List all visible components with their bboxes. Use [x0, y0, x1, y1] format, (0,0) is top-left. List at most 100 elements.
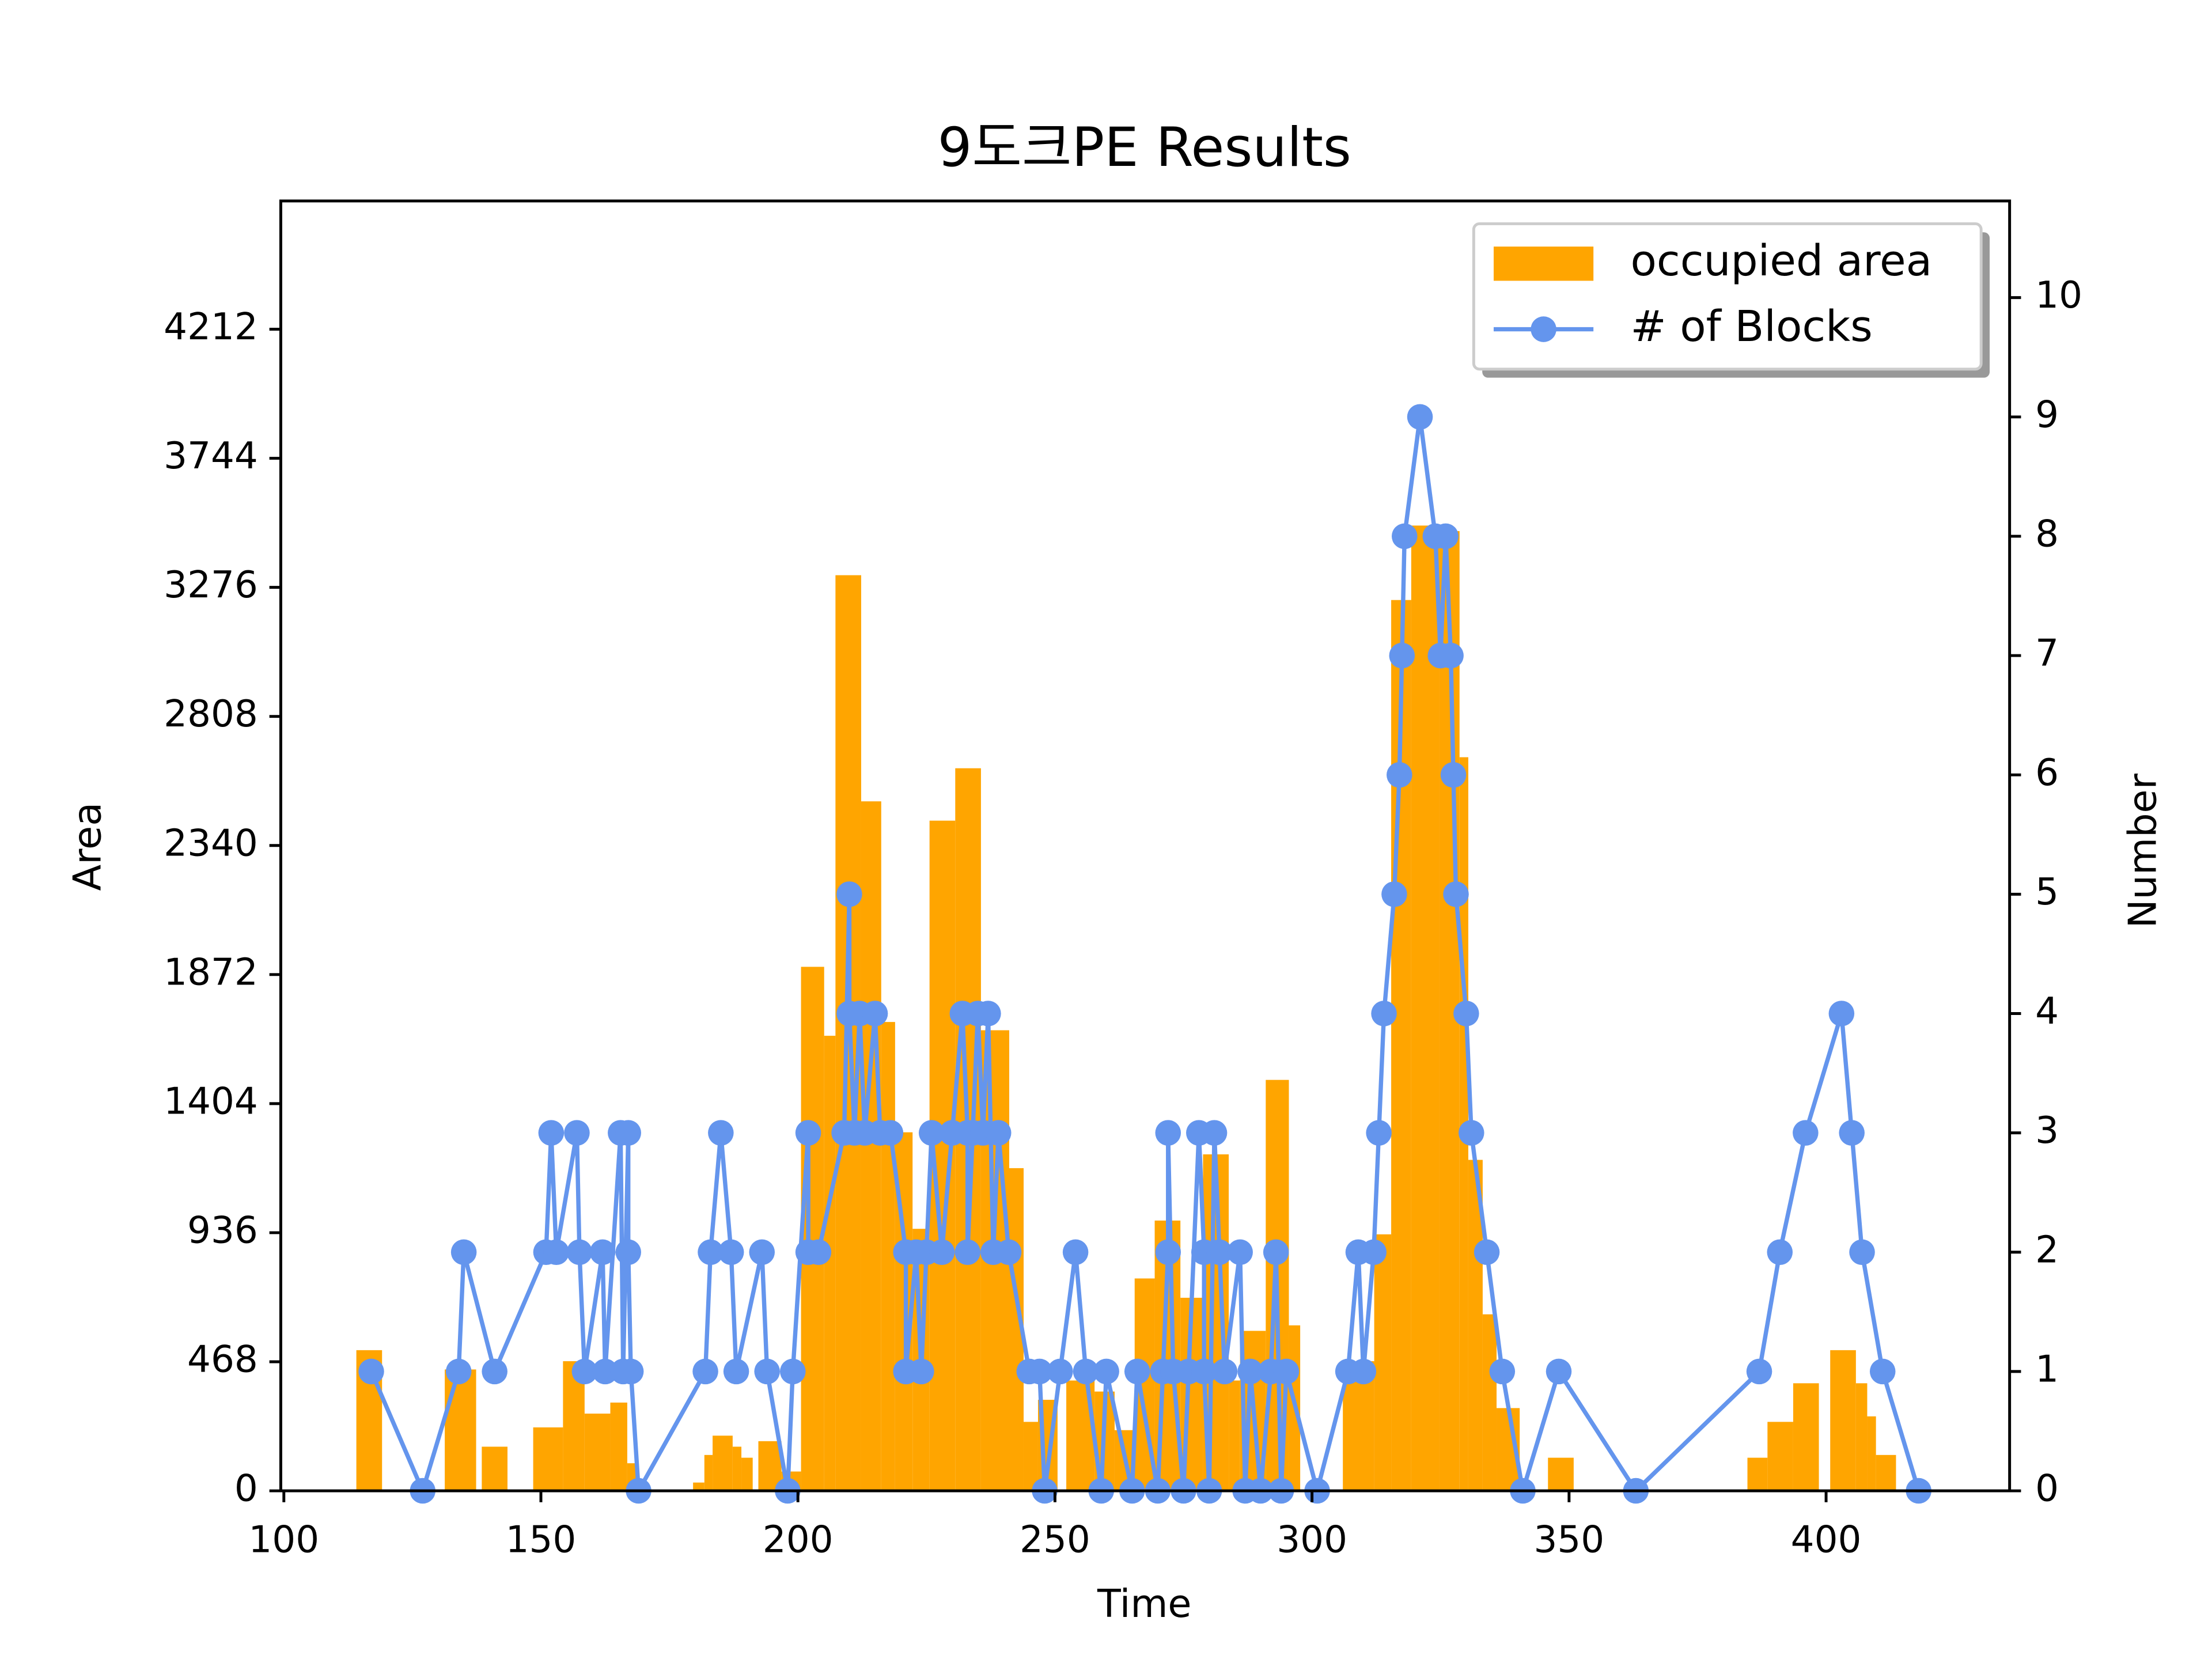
- x-tick-label: 300: [1277, 1518, 1347, 1562]
- bar: [758, 1441, 782, 1491]
- bar: [1867, 1416, 1876, 1491]
- x-tick-label: 350: [1533, 1518, 1604, 1562]
- bar: [732, 1446, 742, 1491]
- y2-axis-label: Number: [2120, 773, 2165, 928]
- y-tick-label: 1872: [164, 950, 258, 994]
- bar: [533, 1427, 563, 1491]
- marker: [543, 1239, 570, 1266]
- marker: [955, 1239, 980, 1266]
- y2-tick-label: 2: [2035, 1228, 2059, 1271]
- bar: [1374, 1234, 1392, 1491]
- y-tick-label: 0: [234, 1467, 258, 1510]
- marker: [1027, 1358, 1052, 1385]
- marker: [1206, 1239, 1233, 1266]
- marker: [615, 1239, 641, 1266]
- marker: [1474, 1239, 1500, 1266]
- marker: [1407, 404, 1433, 430]
- y2-tick-label: 5: [2035, 870, 2059, 914]
- marker: [445, 1358, 472, 1385]
- marker: [450, 1239, 477, 1266]
- marker: [862, 1001, 888, 1027]
- marker: [1227, 1239, 1253, 1266]
- legend-label: occupied area: [1631, 236, 1933, 286]
- y-tick-label: 2808: [164, 692, 258, 736]
- marker: [589, 1239, 616, 1266]
- marker: [1237, 1358, 1263, 1385]
- bar: [713, 1435, 733, 1491]
- y2-tick-label: 7: [2035, 632, 2059, 675]
- bar: [1793, 1383, 1819, 1491]
- marker: [1489, 1358, 1516, 1385]
- y-tick-label: 936: [187, 1209, 258, 1252]
- marker: [723, 1358, 749, 1385]
- marker: [1443, 881, 1469, 907]
- y2-tick-label: 0: [2035, 1467, 2059, 1510]
- marker: [1828, 1001, 1855, 1027]
- y-tick-label: 1404: [164, 1080, 258, 1123]
- marker: [1438, 642, 1464, 669]
- marker: [1381, 881, 1407, 907]
- bar: [610, 1402, 627, 1491]
- y2-tick-label: 8: [2035, 513, 2059, 556]
- bar: [704, 1455, 713, 1491]
- marker: [1191, 1358, 1217, 1385]
- marker: [754, 1358, 780, 1385]
- bar: [1548, 1457, 1574, 1491]
- bar: [801, 967, 824, 1491]
- x-tick-label: 150: [506, 1518, 577, 1562]
- marker: [1273, 1358, 1300, 1385]
- marker: [1793, 1120, 1819, 1146]
- marker: [571, 1358, 598, 1385]
- marker: [1211, 1358, 1238, 1385]
- bar: [861, 801, 881, 1491]
- marker: [1387, 762, 1412, 788]
- marker: [1155, 1120, 1181, 1146]
- x-tick-label: 200: [763, 1518, 834, 1562]
- marker: [1201, 1120, 1228, 1146]
- bar: [1830, 1350, 1856, 1491]
- marker: [1546, 1358, 1572, 1385]
- legend: occupied area # of Blocks: [1472, 222, 1990, 378]
- bar: [1876, 1455, 1896, 1491]
- marker: [1767, 1239, 1793, 1266]
- x-tick-label: 400: [1791, 1518, 1862, 1562]
- bar: [445, 1369, 476, 1491]
- marker: [908, 1358, 934, 1385]
- marker: [836, 881, 862, 907]
- marker: [780, 1358, 806, 1385]
- bar: [1411, 525, 1440, 1491]
- marker: [1440, 762, 1467, 788]
- marker: [618, 1358, 644, 1385]
- marker: [1062, 1239, 1089, 1266]
- bar: [1023, 1422, 1038, 1491]
- marker: [1371, 1001, 1397, 1027]
- marker: [615, 1120, 641, 1146]
- marker: [482, 1358, 507, 1385]
- y2-tick-label: 10: [2035, 274, 2082, 317]
- marker: [1389, 642, 1415, 669]
- bar: [741, 1457, 753, 1491]
- marker: [1869, 1358, 1896, 1385]
- marker: [1459, 1120, 1484, 1146]
- y2-tick-label: 4: [2035, 990, 2059, 1033]
- bar: [584, 1413, 611, 1491]
- marker: [1047, 1358, 1073, 1385]
- bar: [482, 1446, 507, 1491]
- x-axis-label: Time: [1097, 1581, 1191, 1626]
- legend-patch: [1493, 247, 1594, 281]
- marker: [718, 1239, 744, 1266]
- marker: [1433, 523, 1459, 550]
- legend-label: # of Blocks: [1631, 301, 1873, 351]
- bar: [693, 1482, 704, 1491]
- y-tick-label: 468: [187, 1338, 258, 1381]
- bar: [1482, 1314, 1497, 1491]
- bar: [1747, 1457, 1768, 1491]
- y-axis-label: Area: [65, 802, 109, 891]
- marker: [995, 1239, 1022, 1266]
- marker: [564, 1120, 590, 1146]
- marker: [1392, 523, 1418, 550]
- y-tick-label: 3276: [164, 563, 258, 607]
- marker: [929, 1239, 955, 1266]
